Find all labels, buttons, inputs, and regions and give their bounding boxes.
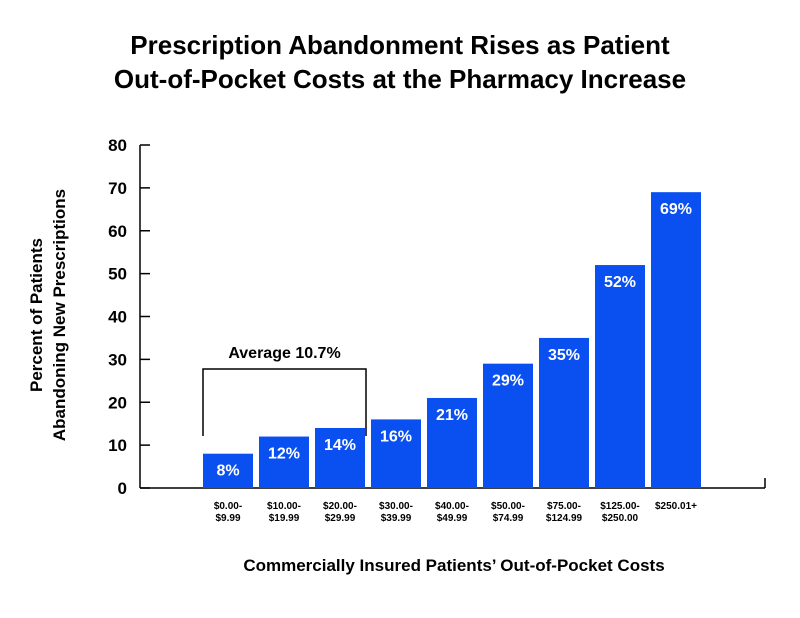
y-tick-label-80: 80	[108, 136, 127, 155]
y-tick-label-60: 60	[108, 222, 127, 241]
bar-value-label-1: 8%	[216, 463, 239, 480]
bar-value-label-8: 52%	[604, 274, 636, 291]
x-category-label-9: $250.01+	[655, 501, 697, 512]
y-tick-label-0: 0	[118, 479, 127, 498]
bar-value-label-2: 12%	[268, 446, 300, 463]
y-tick-label-10: 10	[108, 436, 127, 455]
bar-2	[259, 436, 309, 488]
x-category-label-8: $125.00-$250.00	[600, 501, 639, 524]
x-category-label-6: $50.00-$74.99	[491, 501, 525, 524]
bar-8	[595, 265, 645, 488]
bar-1	[203, 453, 253, 488]
x-category-label-3: $20.00-$29.99	[323, 501, 357, 524]
x-category-label-2: $10.00-$19.99	[267, 501, 301, 524]
chart-title: Prescription Abandonment Rises as Patien…	[0, 28, 800, 96]
x-category-label-7: $75.00-$124.99	[546, 501, 583, 524]
y-tick-label-40: 40	[108, 308, 127, 327]
average-bracket	[202, 368, 367, 436]
x-category-label-4: $30.00-$39.99	[379, 501, 413, 524]
bar-7	[539, 337, 589, 488]
bar-3	[315, 427, 365, 488]
bar-value-label-3: 14%	[324, 437, 356, 454]
bar-4	[371, 419, 421, 488]
average-annotation-label: Average 10.7%	[228, 345, 340, 362]
y-tick-label-70: 70	[108, 179, 127, 198]
bar-5	[427, 397, 477, 488]
bar-value-label-5: 21%	[436, 407, 468, 424]
bar-value-label-4: 16%	[380, 428, 412, 445]
x-category-label-1: $0.00-$9.99	[214, 501, 242, 524]
chart-title-line-1: Prescription Abandonment Rises as Patien…	[130, 30, 670, 60]
chart-title-line-2: Out-of-Pocket Costs at the Pharmacy Incr…	[113, 64, 687, 94]
bar-value-label-7: 35%	[548, 347, 580, 364]
bar-value-label-6: 29%	[492, 373, 524, 390]
x-category-label-5: $40.00-$49.99	[435, 501, 469, 524]
y-tick-label-50: 50	[108, 265, 127, 284]
bar-6	[483, 363, 533, 488]
y-tick-label-20: 20	[108, 393, 127, 412]
y-tick-label-30: 30	[108, 350, 127, 369]
bar-value-label-9: 69%	[660, 201, 692, 218]
bar-9	[651, 192, 701, 488]
x-axis-label: Commercially Insured Patients’ Out-of-Po…	[243, 556, 665, 575]
